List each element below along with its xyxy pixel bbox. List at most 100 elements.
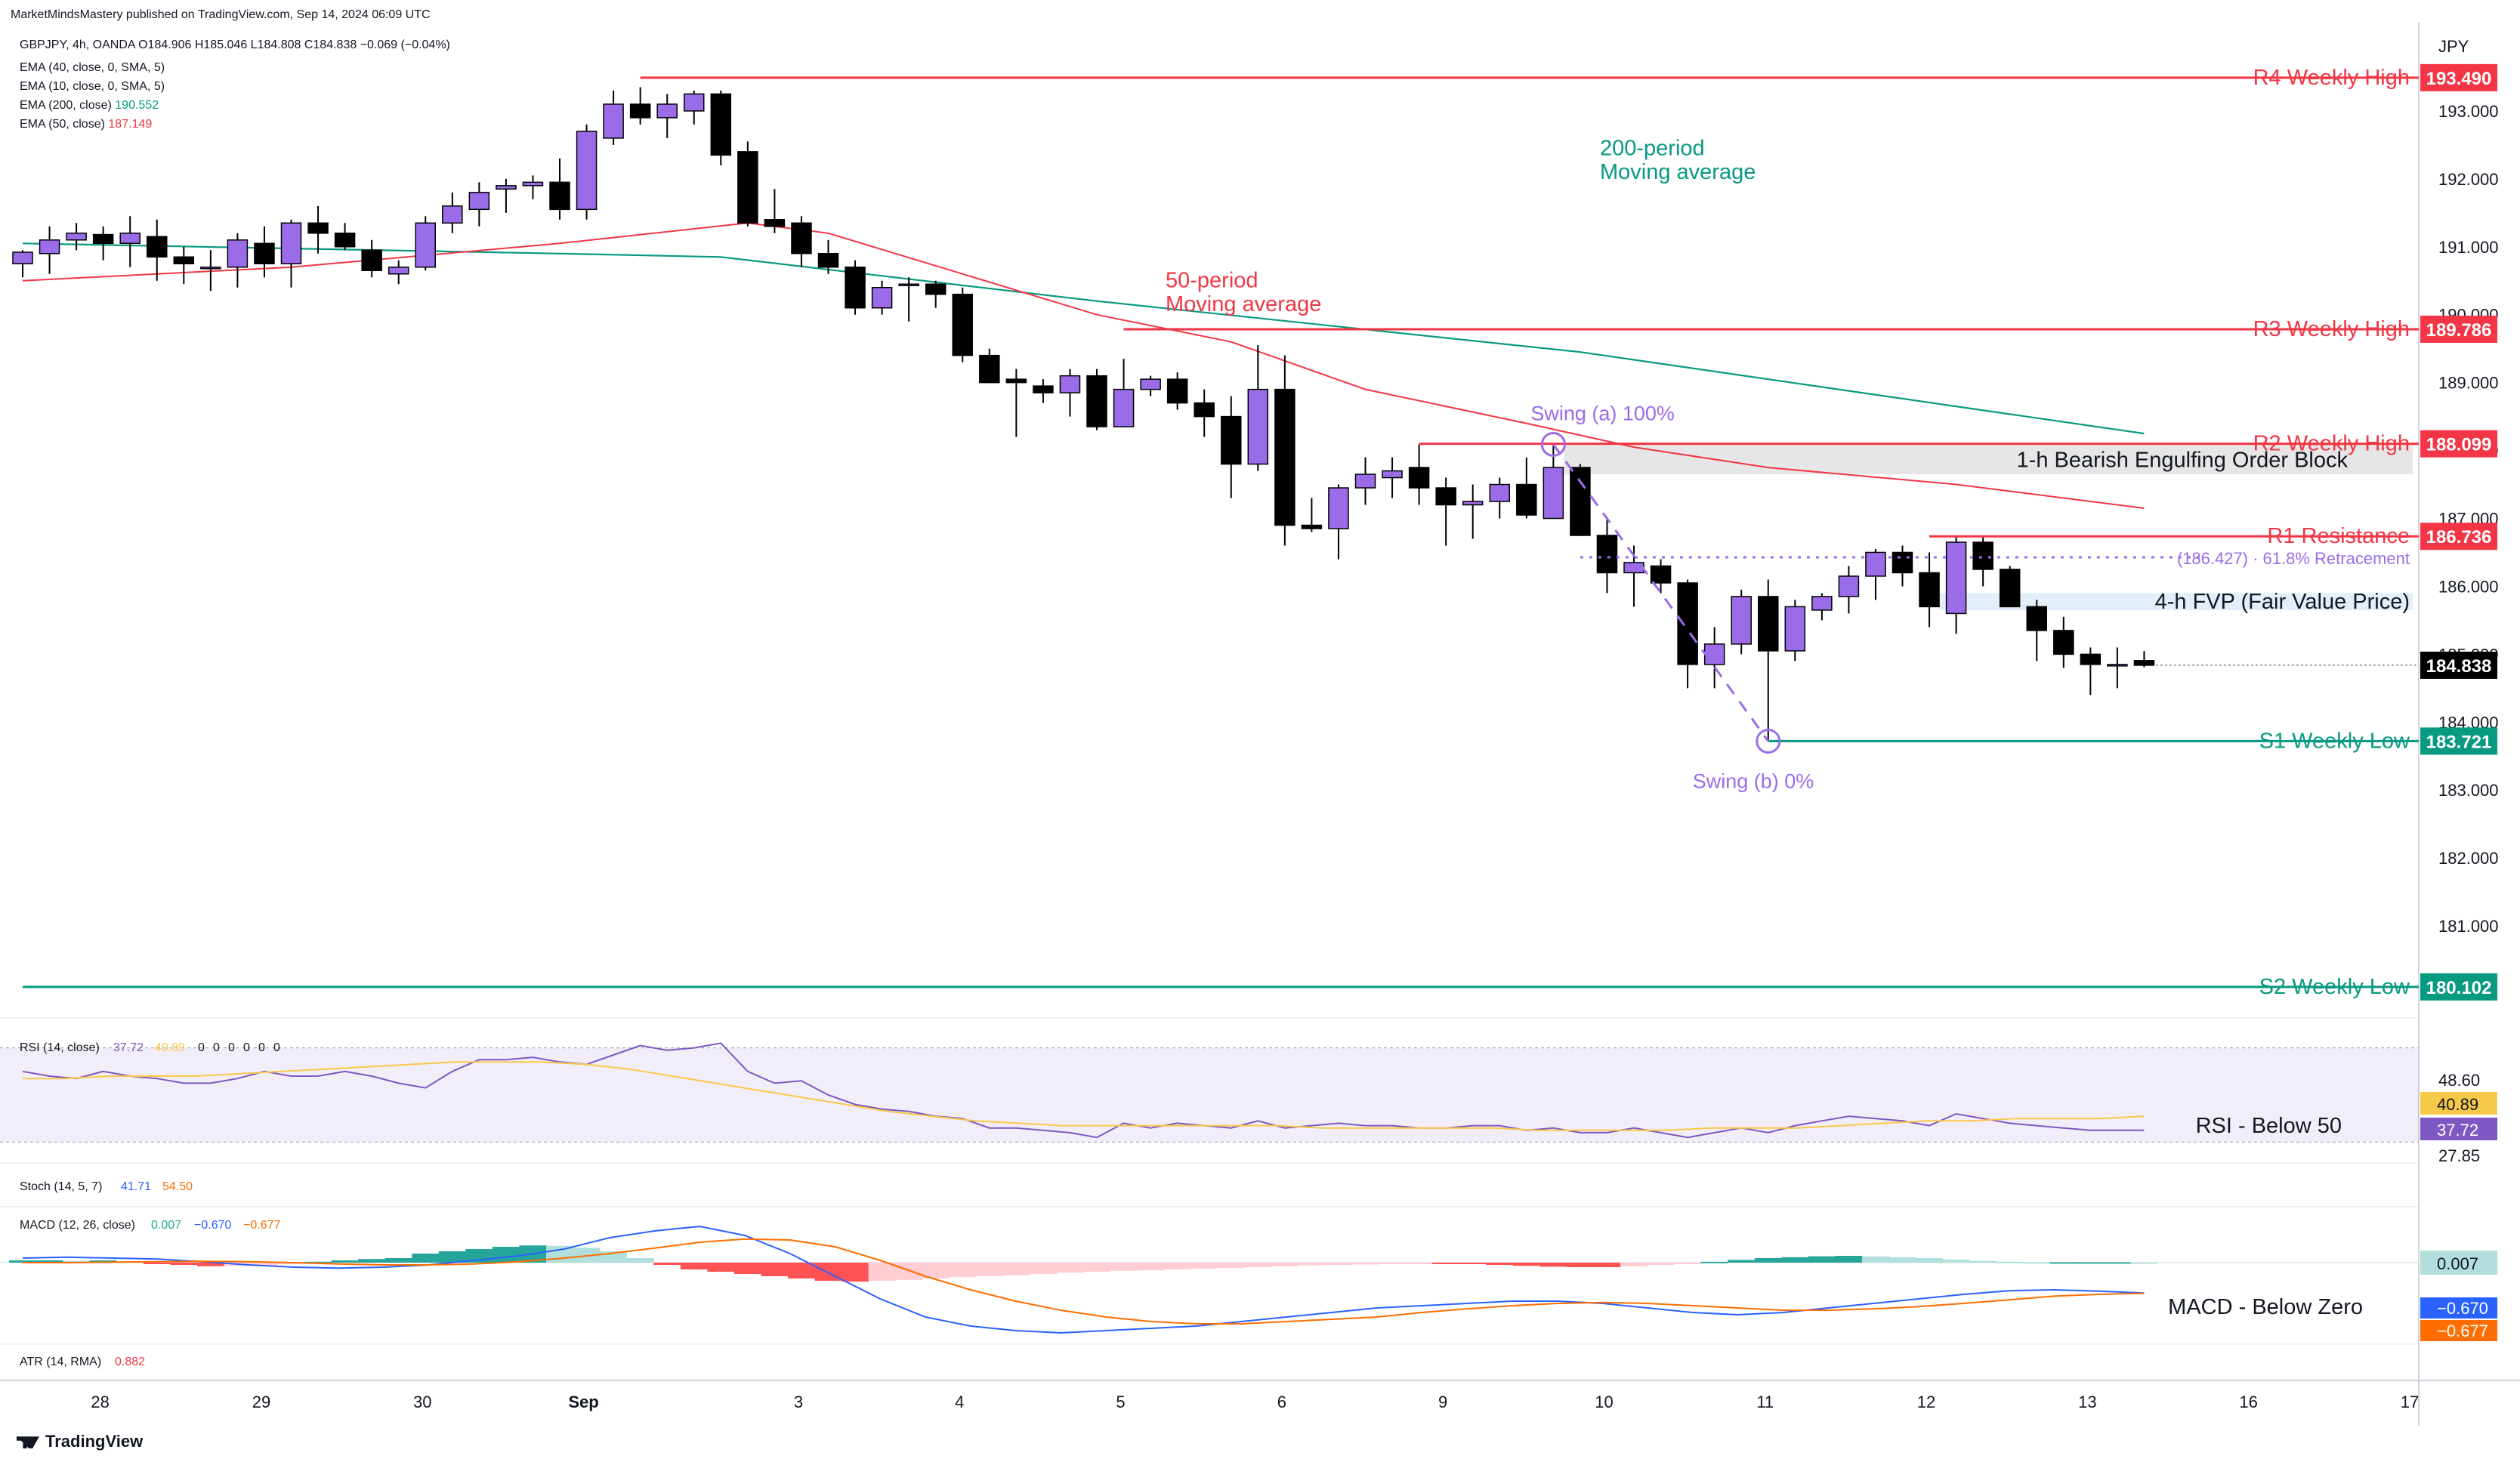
macd-title: MACD (12, 26, close) <box>20 1219 135 1232</box>
macd-histogram-bar <box>787 1263 815 1278</box>
level-price-tag <box>2420 315 2497 343</box>
level-price-tag <box>2420 523 2497 551</box>
level-price-value: 193.490 <box>2426 69 2492 89</box>
macd-histogram-bar <box>895 1263 923 1280</box>
order-block-label: 1-h Bearish Engulfing Order Block <box>2017 448 2349 472</box>
macd-histogram-bar <box>1835 1256 1863 1263</box>
tradingview-logo[interactable]: TradingView <box>17 1432 143 1451</box>
candle-body <box>1033 385 1054 393</box>
candle-body <box>845 267 866 309</box>
macd-histogram-bar <box>1674 1263 1702 1264</box>
candle-body <box>898 283 919 286</box>
candle-body <box>2107 664 2128 667</box>
macd-histogram-bar <box>1566 1263 1594 1267</box>
rsi-value: 37.72 <box>113 1041 144 1054</box>
macd-histogram-bar <box>1647 1263 1675 1265</box>
macd-tag <box>2420 1297 2497 1319</box>
candle-body <box>979 354 1000 384</box>
macd-histogram-bar <box>761 1263 789 1276</box>
indicator-ema200[interactable]: EMA (200, close) 190.552 <box>20 98 159 113</box>
candle-body <box>629 103 651 119</box>
level-price-tag <box>2420 63 2497 91</box>
macd-histogram-bar <box>1512 1263 1540 1266</box>
candle-body <box>1166 378 1188 404</box>
macd-signal-value: −0.677 <box>243 1219 280 1232</box>
symbol-line[interactable]: GBPJPY, 4h, OANDA O184.906 H185.046 L184… <box>20 39 450 51</box>
candle-body <box>1005 378 1027 384</box>
macd-histogram-bar <box>2077 1262 2105 1264</box>
time-tick-label: 29 <box>252 1393 270 1411</box>
candle-body <box>227 239 249 268</box>
macd-signal-tag-value: −0.677 <box>2437 1322 2488 1340</box>
rsi-tag <box>2420 1118 2497 1140</box>
order-block-zone <box>1564 444 2413 475</box>
candle-body <box>1865 551 1886 577</box>
price-tick-label: 191.000 <box>2438 238 2499 257</box>
candle-body <box>1758 596 1779 652</box>
rsi-ma-line <box>23 1061 2145 1131</box>
macd-histogram-bar <box>1271 1263 1299 1266</box>
fvp-zone <box>1940 593 2413 610</box>
macd-histogram-bar <box>1916 1258 1944 1263</box>
candle-body <box>603 103 624 139</box>
macd-histogram-bar <box>1969 1260 1997 1263</box>
price-tick-label: 192.000 <box>2438 170 2499 189</box>
price-tick-label: 186.000 <box>2438 577 2499 596</box>
rsi-ma-tag-value: 40.89 <box>2437 1095 2478 1114</box>
indicator-label: EMA (10, close, 0, SMA, 5) <box>20 80 165 93</box>
rsi-axis-label: 48.60 <box>2438 1071 2480 1090</box>
rsi-extra-value: 0 <box>258 1041 265 1054</box>
stoch-k-value: 41.71 <box>121 1180 151 1193</box>
swing-b-marker <box>1756 728 1781 754</box>
macd-histogram-bar <box>304 1261 332 1263</box>
macd-histogram-bar <box>358 1259 386 1263</box>
macd-histogram-bar <box>412 1254 440 1263</box>
candle-body <box>1354 473 1376 489</box>
time-tick-label: 3 <box>794 1393 803 1411</box>
rsi-ma-value: 40.89 <box>155 1041 185 1054</box>
macd-histogram-bar <box>1217 1263 1245 1269</box>
macd-hist-value: 0.007 <box>151 1219 181 1232</box>
candle-body <box>1919 572 1940 608</box>
macd-histogram-bar <box>1163 1263 1191 1269</box>
macd-histogram-bar <box>1781 1257 1809 1263</box>
candle-body <box>2133 660 2155 666</box>
last-price-tag <box>2420 651 2497 679</box>
macd-histogram-bar <box>9 1260 36 1263</box>
publisher-line: MarketMindsMastery published on TradingV… <box>11 8 431 21</box>
candle-body <box>173 256 195 265</box>
indicator-ema50[interactable]: EMA (50, close) 187.149 <box>20 117 152 132</box>
macd-histogram-bar <box>2049 1262 2077 1264</box>
macd-histogram-bar <box>89 1260 117 1263</box>
ema50-annotation: Moving average <box>1166 292 1321 316</box>
macd-histogram-bar <box>1137 1263 1165 1271</box>
macd-hist-tag <box>2420 1251 2497 1275</box>
indicator-ema40[interactable]: EMA (40, close, 0, SMA, 5) <box>20 60 165 76</box>
candle-body <box>710 93 732 156</box>
indicator-label: EMA (200, close) <box>20 99 112 112</box>
candle-body <box>2026 606 2047 631</box>
level-label: R2 Weekly High <box>2253 432 2410 456</box>
candle-body <box>764 219 786 227</box>
time-tick-label: 11 <box>1756 1393 1774 1411</box>
ema200-line <box>22 242 2145 435</box>
candle-body <box>684 93 705 112</box>
price-tick-label: 181.000 <box>2438 917 2499 936</box>
time-tick-label: 9 <box>1438 1393 1447 1411</box>
macd-histogram-bar <box>1808 1256 1836 1263</box>
macd-histogram-bar <box>1083 1263 1110 1272</box>
candle-body <box>1838 575 1860 597</box>
macd-histogram-bar <box>196 1263 224 1266</box>
macd-histogram-bar <box>1324 1263 1352 1265</box>
macd-line <box>22 1225 2145 1334</box>
time-tick-label: 13 <box>2078 1393 2096 1411</box>
candle-body <box>388 267 409 275</box>
macd-histogram-bar <box>1110 1263 1138 1271</box>
swing-a-marker <box>1540 431 1566 457</box>
candle-body <box>307 222 329 234</box>
indicator-ema10[interactable]: EMA (10, close, 0, SMA, 5) <box>20 79 165 94</box>
candle-body <box>1784 606 1806 652</box>
indicator-label: EMA (50, close) <box>20 118 105 131</box>
candle-body <box>66 233 87 241</box>
